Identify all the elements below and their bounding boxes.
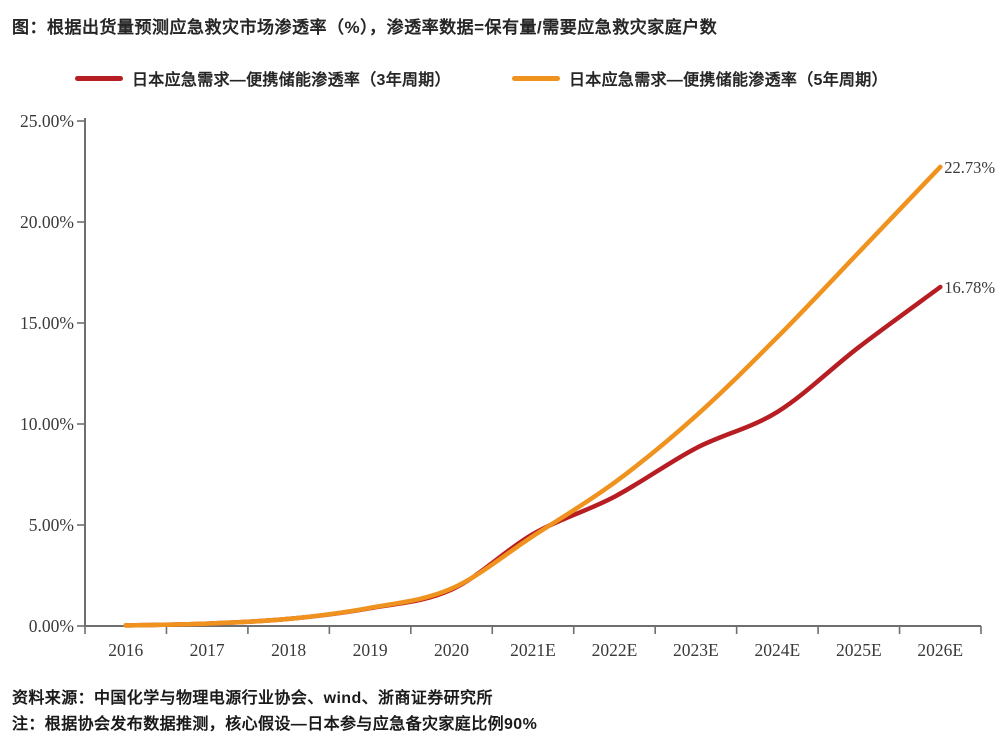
chart-title: 图：根据出货量预测应急救灾市场渗透率（%），渗透率数据=保有量/需要应急救灾家庭… (12, 18, 718, 37)
y-tick-label: 0.00% (29, 616, 74, 636)
y-tick-label: 10.00% (20, 414, 74, 434)
y-tick-label: 15.00% (20, 313, 74, 333)
legend-swatch-5yr-icon (512, 75, 560, 81)
series-end-label-1: 22.73% (944, 158, 995, 177)
x-tick-label: 2019 (353, 640, 388, 660)
x-tick-label: 2022E (592, 640, 638, 660)
legend-label-3yr: 日本应急需求—便携储能渗透率（3年周期） (132, 72, 451, 89)
note-line: 注：根据协会发布数据推测，核心假设—日本参与应急备灾家庭比例90% (12, 716, 538, 733)
x-tick-label: 2021E (510, 640, 556, 660)
y-tick-label: 25.00% (20, 111, 74, 131)
legend-label-5yr: 日本应急需求—便携储能渗透率（5年周期） (569, 72, 888, 89)
x-tick-label: 2023E (673, 640, 719, 660)
legend: 日本应急需求—便携储能渗透率（3年周期） 日本应急需求—便携储能渗透率（5年周期… (0, 64, 1000, 92)
x-tick-label: 2017 (190, 640, 225, 660)
source-line: 资料来源：中国化学与物理电源行业协会、wind、浙商证券研究所 (12, 690, 493, 707)
x-tick-label: 2020 (434, 640, 469, 660)
chart-footer: 资料来源：中国化学与物理电源行业协会、wind、浙商证券研究所 注：根据协会发布… (12, 686, 988, 738)
x-tick-label: 2024E (755, 640, 801, 660)
axis-lines (84, 118, 981, 627)
y-tick-label: 20.00% (20, 212, 74, 232)
legend-swatch-3yr-icon (75, 75, 123, 81)
series-end-label-0: 16.78% (944, 278, 995, 297)
x-tick-label: 2026E (917, 640, 963, 660)
x-tick-label: 2025E (836, 640, 882, 660)
series-line-1 (123, 164, 943, 628)
series-line-0 (123, 284, 943, 628)
y-tick-label: 5.00% (29, 515, 74, 535)
legend-item-3yr: 日本应急需求—便携储能渗透率（3年周期） (75, 64, 451, 92)
x-tick-label: 2018 (271, 640, 306, 660)
legend-item-5yr: 日本应急需求—便携储能渗透率（5年周期） (512, 64, 888, 92)
x-tick-label: 2016 (108, 640, 143, 660)
